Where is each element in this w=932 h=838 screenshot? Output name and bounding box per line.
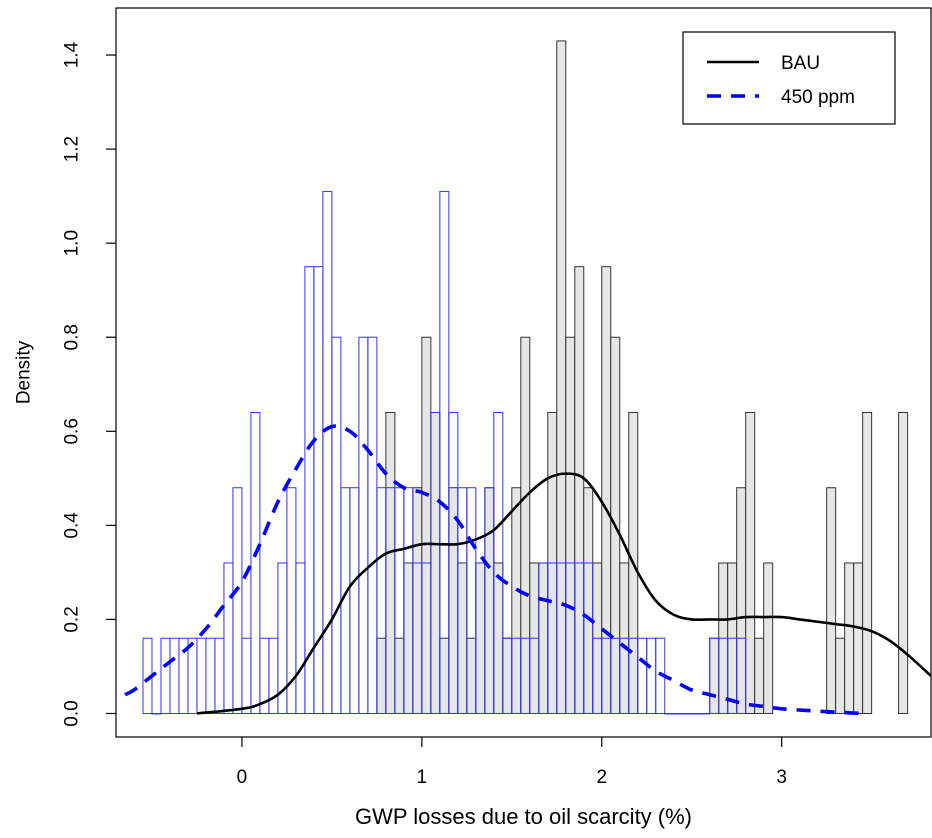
bau-histogram-bar [763, 562, 774, 714]
450ppm-histogram-bar [187, 637, 198, 714]
bau-density-line [196, 472, 932, 715]
bau-histogram-bar [439, 637, 450, 714]
bau-histogram-bar [475, 562, 486, 714]
bau-histogram-bar [457, 562, 468, 714]
450ppm-histogram-bar [439, 190, 450, 714]
y-tick-label: 0.2 [62, 606, 83, 632]
bau-histogram-bar [736, 487, 747, 714]
450ppm-histogram-bar [241, 637, 252, 714]
bau-histogram-bar [583, 487, 594, 714]
450ppm-histogram-bar [160, 637, 171, 714]
legend: BAU 450 ppm [682, 31, 896, 125]
bau-histogram-bar [574, 266, 585, 714]
y-axis: 0.0 0.2 0.4 0.6 0.8 1.0 1.2 1.4 [62, 41, 116, 727]
bau-histogram-bar [466, 637, 477, 714]
450ppm-histogram-bar [646, 637, 657, 714]
450ppm-histogram-bar [151, 712, 162, 715]
450ppm-histogram-bar [664, 712, 675, 715]
x-axis-title: GWP losses due to oil scarcity (%) [355, 804, 692, 829]
y-axis-title: Density [14, 340, 35, 404]
bau-histogram-bar [754, 637, 765, 714]
bau-histogram-bar [484, 487, 495, 714]
450ppm-histogram-bar [268, 637, 279, 714]
y-tick-label: 0.8 [62, 324, 83, 350]
450ppm-histogram-bar [331, 336, 342, 714]
y-tick-label: 1.2 [62, 136, 83, 162]
bau-histogram [376, 40, 909, 714]
bau-histogram-bar [394, 637, 405, 714]
bau-histogram-bar [511, 487, 522, 714]
y-tick-label: 1.4 [62, 41, 83, 68]
450ppm-histogram-bar [196, 637, 207, 714]
bau-histogram-bar [844, 562, 855, 714]
bau-histogram-bar [421, 336, 432, 714]
legend-label-450ppm: 450 ppm [781, 87, 855, 108]
bau-histogram-bar [601, 266, 612, 714]
450ppm-histogram-bar [349, 487, 360, 714]
bau-histogram-bar [430, 411, 441, 714]
450ppm-histogram-bar [700, 712, 711, 715]
bau-histogram-bar [745, 411, 756, 714]
legend-label-bau: BAU [781, 53, 820, 74]
bau-histogram-bar [538, 562, 549, 714]
450ppm-histogram-bar [223, 562, 234, 714]
450ppm-histogram-bar [304, 266, 315, 714]
bau-histogram-bar [853, 562, 864, 714]
bau-histogram-bar [898, 411, 909, 714]
450ppm-histogram-bar [322, 190, 333, 714]
450ppm-histogram-bar [637, 637, 648, 714]
450ppm-histogram-bar [358, 336, 369, 714]
x-tick-label: 3 [776, 767, 787, 788]
450ppm-histogram-bar [682, 712, 693, 715]
y-tick-label: 0.0 [62, 700, 83, 726]
450ppm-density-line [124, 424, 863, 716]
bau-histogram-bar [826, 487, 837, 714]
450ppm-histogram-bar [169, 637, 180, 714]
450ppm-histogram-bar [250, 411, 261, 714]
bau-histogram-bar [376, 637, 387, 714]
bau-histogram-bar [835, 637, 846, 714]
x-tick-label: 2 [596, 767, 607, 788]
450ppm-histogram-bar [232, 487, 243, 714]
450ppm-histogram-bar [673, 712, 684, 715]
450ppm-histogram-bar [205, 637, 216, 714]
bau-histogram-bar [412, 487, 423, 714]
bau-histogram-bar [520, 336, 531, 714]
bau-histogram-bar [556, 40, 567, 714]
450ppm-histogram-bar [736, 637, 747, 714]
x-tick-label: 0 [237, 767, 248, 788]
bau-histogram-bar [493, 562, 504, 714]
density-curves [124, 424, 932, 716]
x-axis: 0 1 2 3 [237, 737, 787, 788]
y-tick-label: 0.4 [62, 512, 83, 539]
450ppm-histogram-bar [214, 637, 225, 714]
bau-histogram-bar [565, 336, 576, 714]
plot-frame [115, 7, 932, 738]
bau-histogram-bar [862, 411, 873, 714]
legend-box [682, 31, 896, 125]
bau-histogram-bar [502, 637, 513, 714]
x-tick-label: 1 [417, 767, 428, 788]
450ppm-histogram-bar [691, 712, 702, 715]
450ppm-histogram-bar [295, 562, 306, 714]
y-tick-label: 1.0 [62, 230, 83, 256]
450ppm-histogram [142, 190, 747, 715]
bau-histogram-bar [403, 562, 414, 714]
450ppm-histogram-bar [367, 336, 378, 714]
y-tick-label: 0.6 [62, 418, 83, 444]
bau-histogram-bar [709, 637, 720, 714]
bau-histogram-bar [385, 411, 396, 714]
450ppm-histogram-bar [493, 411, 504, 714]
